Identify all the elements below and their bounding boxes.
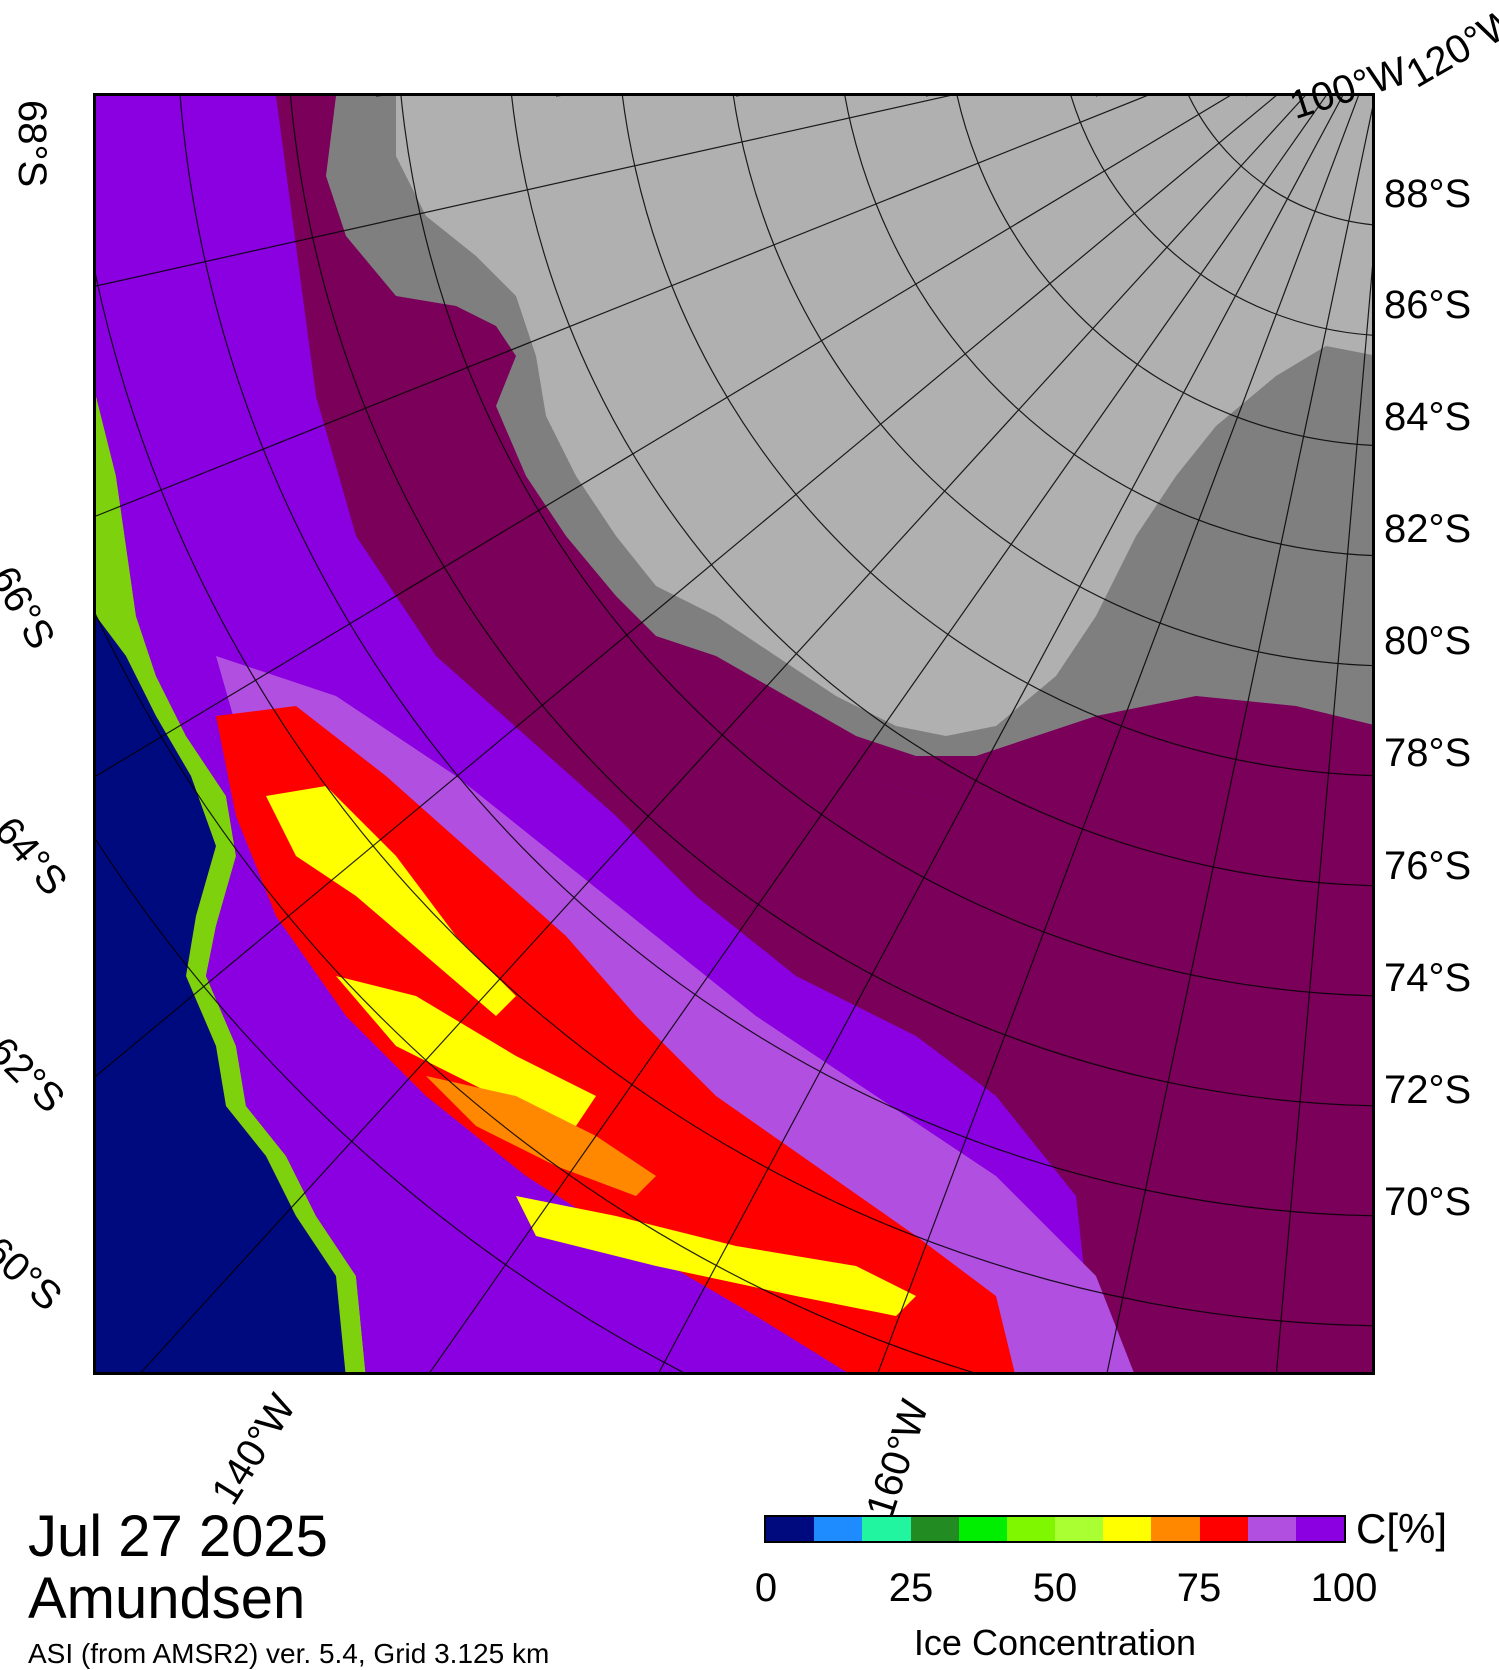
colorbar-tick-25: 25 (888, 1566, 934, 1610)
lat-label-76: 76°S (1384, 844, 1472, 888)
colorbar-segment (1199, 1517, 1248, 1541)
colorbar-tick-100: 100 (1310, 1566, 1378, 1610)
lat-label-62: 62°S (0, 1028, 74, 1122)
lon-label-120w: 120°W (1399, 0, 1499, 97)
colorbar-title: Ice Concentration (913, 1622, 1197, 1663)
lat-label-74: 74°S (1384, 956, 1472, 1000)
lat-label-84: 84°S (1384, 395, 1472, 439)
open-ocean (96, 616, 346, 1372)
lat-label-78: 78°S (1384, 731, 1472, 775)
colorbar-segment (1247, 1517, 1296, 1541)
lat-label-80: 80°S (1384, 619, 1472, 663)
colorbar (764, 1515, 1346, 1543)
ice-streak-yellow-2 (336, 976, 596, 1126)
colorbar-tick-75: 75 (1176, 1566, 1222, 1610)
colorbar-segment (910, 1517, 959, 1541)
ice-edge-green (96, 396, 366, 1372)
colorbar-segment (1006, 1517, 1056, 1541)
lat-label-82: 82°S (1384, 507, 1472, 551)
lat-label-72: 72°S (1384, 1068, 1472, 1112)
colorbar-segment (1055, 1517, 1104, 1541)
colorbar-segment (1103, 1517, 1152, 1541)
colorbar-segment (958, 1517, 1007, 1541)
ice-streak-yellow-1 (266, 786, 516, 1016)
lat-label-60: 60°S (0, 1228, 71, 1320)
land-shelf-light (396, 96, 1372, 736)
sea-ice-map (93, 93, 1375, 1375)
colorbar-tick-50: 50 (1032, 1566, 1078, 1610)
ice-zone-red (216, 706, 1015, 1372)
ice-streak-yellow-3 (516, 1196, 916, 1316)
colorbar-segment (814, 1517, 863, 1541)
colorbar-segment (1295, 1517, 1345, 1541)
graticule (96, 96, 1372, 1372)
colorbar-unit: C[%] (1356, 1505, 1448, 1552)
colorbar-segment (862, 1517, 911, 1541)
map-region: Amundsen (28, 1566, 306, 1631)
map-date: Jul 27 2025 (28, 1504, 328, 1569)
lat-label-70: 70°S (1384, 1180, 1472, 1224)
lon-label-140w: 140°W (203, 1386, 305, 1513)
lat-label-86: 86°S (1384, 283, 1472, 327)
map-canvas (96, 96, 1372, 1372)
ice-streak-orange (426, 1076, 656, 1196)
lat-label-66: 66°S (0, 559, 64, 657)
lat-label-64: 64°S (0, 808, 76, 904)
lat-label-88: 88°S (1384, 172, 1472, 216)
map-source: ASI (from AMSR2) ver. 5.4, Grid 3.125 km (28, 1638, 550, 1669)
lat-label-68: 68°S (10, 100, 54, 188)
colorbar-tick-0: 0 (754, 1566, 778, 1610)
lon-label-160w: 160°W (858, 1394, 938, 1523)
ice-zone-dark (276, 96, 1372, 1372)
colorbar-segment (1151, 1517, 1200, 1541)
colorbar-segment (766, 1517, 815, 1541)
